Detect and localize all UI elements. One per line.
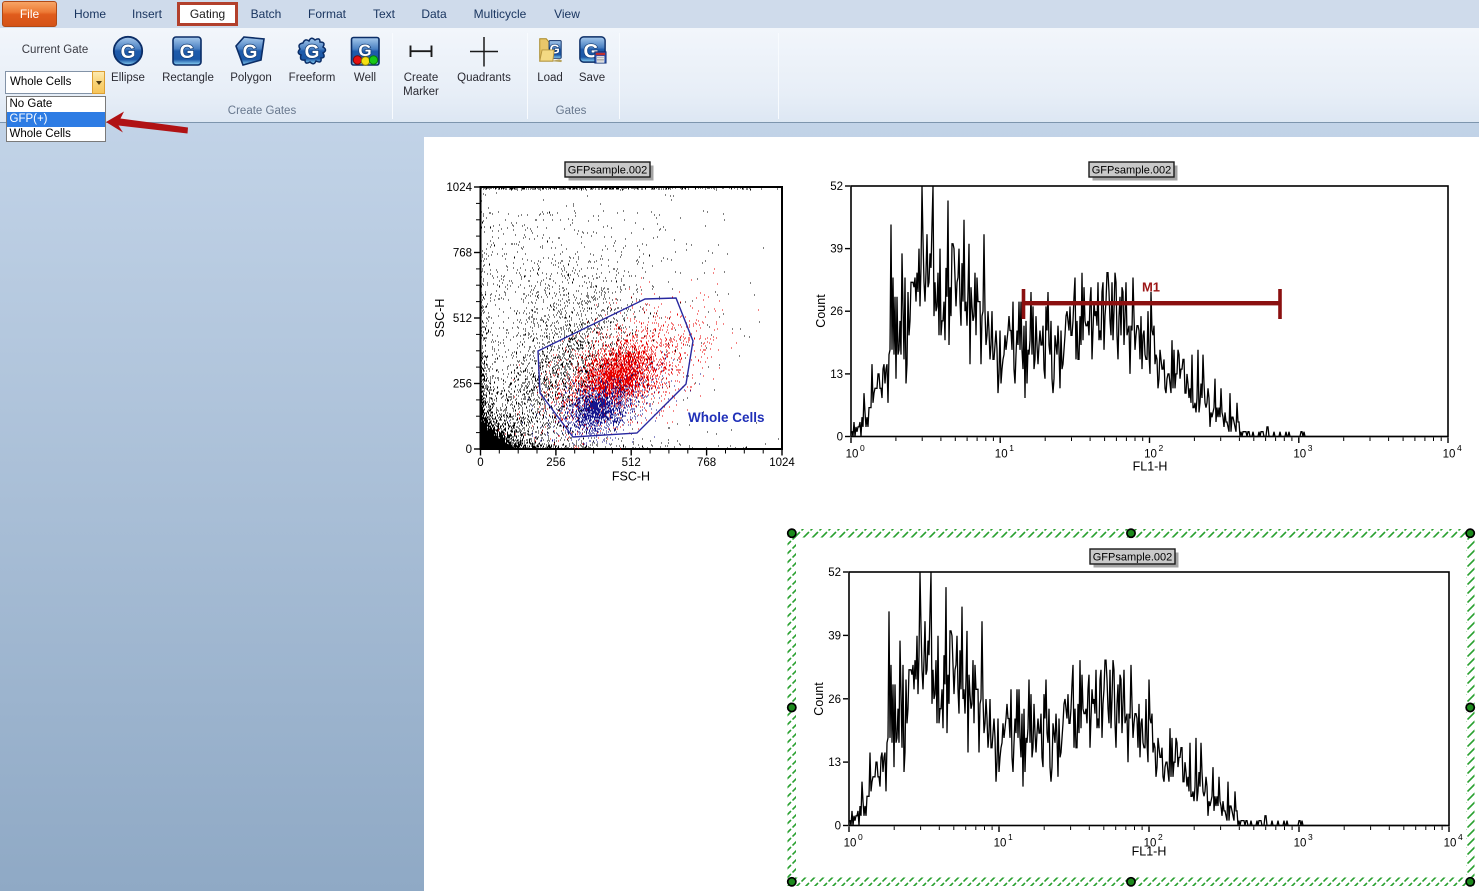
svg-text:GFPsample.002: GFPsample.002	[568, 165, 647, 177]
svg-text:Count: Count	[812, 682, 826, 716]
svg-text:G: G	[121, 42, 136, 63]
svg-text:768: 768	[697, 457, 716, 469]
svg-text:10: 10	[1294, 838, 1307, 850]
svg-text:10: 10	[1144, 838, 1157, 850]
svg-text:512: 512	[622, 457, 641, 469]
svg-text:10: 10	[994, 838, 1007, 850]
svg-text:13: 13	[830, 369, 843, 381]
svg-text:10: 10	[1444, 838, 1457, 850]
svg-text:26: 26	[830, 306, 843, 318]
svg-text:1024: 1024	[446, 182, 472, 194]
svg-text:39: 39	[828, 630, 841, 642]
svg-text:1024: 1024	[769, 457, 795, 469]
svg-text:0: 0	[837, 432, 843, 444]
svg-text:GFPsample.002: GFPsample.002	[1092, 165, 1171, 177]
svg-text:10: 10	[995, 449, 1008, 461]
svg-text:2: 2	[1158, 832, 1163, 842]
svg-text:0: 0	[860, 443, 865, 453]
svg-text:26: 26	[828, 694, 841, 706]
svg-text:0: 0	[858, 832, 863, 842]
svg-text:52: 52	[830, 181, 843, 193]
svg-text:256: 256	[453, 379, 472, 391]
svg-text:10: 10	[844, 838, 857, 850]
svg-text:FSC-H: FSC-H	[612, 470, 650, 484]
svg-text:G: G	[180, 42, 195, 63]
svg-text:10: 10	[1144, 449, 1157, 461]
svg-text:4: 4	[1457, 443, 1462, 453]
svg-text:G: G	[243, 42, 258, 63]
svg-text:256: 256	[546, 457, 565, 469]
svg-text:2: 2	[1159, 443, 1164, 453]
svg-text:Count: Count	[814, 294, 828, 328]
svg-text:0: 0	[835, 821, 841, 833]
svg-text:13: 13	[828, 757, 841, 769]
svg-text:10: 10	[1293, 449, 1306, 461]
svg-text:39: 39	[830, 244, 843, 256]
svg-text:512: 512	[453, 313, 472, 325]
svg-text:GFPsample.002: GFPsample.002	[1093, 552, 1172, 564]
svg-text:G: G	[550, 42, 560, 57]
svg-text:FL1-H: FL1-H	[1132, 845, 1167, 859]
svg-text:M1: M1	[1142, 280, 1160, 295]
svg-text:FL1-H: FL1-H	[1133, 460, 1168, 474]
svg-text:768: 768	[453, 248, 472, 260]
svg-text:0: 0	[477, 457, 483, 469]
svg-text:G: G	[358, 41, 371, 60]
svg-text:G: G	[305, 42, 320, 63]
svg-text:Whole Cells: Whole Cells	[688, 410, 765, 425]
svg-text:10: 10	[846, 449, 859, 461]
svg-text:1: 1	[1008, 832, 1013, 842]
svg-text:10: 10	[1443, 449, 1456, 461]
svg-text:3: 3	[1308, 443, 1313, 453]
svg-text:1: 1	[1009, 443, 1014, 453]
svg-text:3: 3	[1308, 832, 1313, 842]
svg-text:SSC-H: SSC-H	[433, 299, 447, 338]
svg-text:4: 4	[1458, 832, 1463, 842]
svg-text:52: 52	[828, 567, 841, 579]
svg-text:0: 0	[466, 444, 472, 456]
